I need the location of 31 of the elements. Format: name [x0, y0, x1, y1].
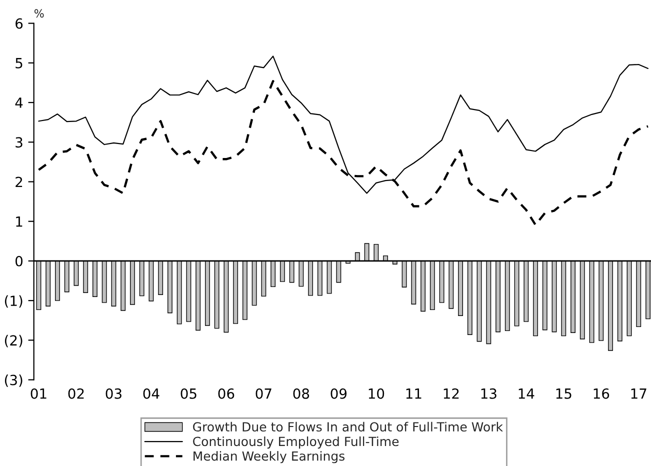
x-tick-label: 17: [631, 388, 646, 399]
x-tick-label: 13: [481, 388, 496, 399]
x-tick-label: 16: [594, 388, 610, 399]
x-tick-label: 03: [106, 388, 122, 399]
y-tick-label: (2): [4, 334, 22, 348]
x-tick-label: 10: [368, 388, 384, 399]
y-tick-label: 0: [16, 256, 23, 266]
y-tick-label: (1): [4, 295, 22, 308]
y-tick-label: 5: [16, 58, 22, 68]
y-tick-label: 1: [16, 216, 22, 227]
y-tick-label: 3: [16, 137, 22, 148]
x-tick-label: 09: [330, 388, 347, 399]
x-tick-label: 08: [293, 388, 310, 399]
legend-label: Growth Due to Flows In and Out of Full-Time Work: [193, 422, 503, 432]
x-tick-label: 11: [406, 388, 422, 399]
legend-label: Median Weekly Earnings: [194, 451, 345, 464]
x-tick-label: 05: [180, 388, 196, 399]
x-tick-label: 07: [256, 388, 272, 399]
x-tick-label: 04: [143, 388, 160, 399]
x-tick-label: 15: [556, 388, 572, 399]
legend-label: Continuously Employed Full-Time: [193, 436, 399, 449]
x-tick-label: 01: [30, 388, 46, 399]
x-tick-label: 12: [444, 388, 459, 399]
x-tick-label: 06: [218, 388, 234, 399]
y-tick-label: (3): [4, 374, 22, 387]
y-tick-label: 6: [16, 18, 23, 29]
y-axis-title: %: [34, 9, 44, 18]
y-tick-label: 4: [15, 98, 23, 108]
y-tick-label: 2: [16, 176, 22, 188]
x-tick-label: 02: [68, 388, 84, 399]
x-tick-label: 14: [518, 388, 534, 399]
